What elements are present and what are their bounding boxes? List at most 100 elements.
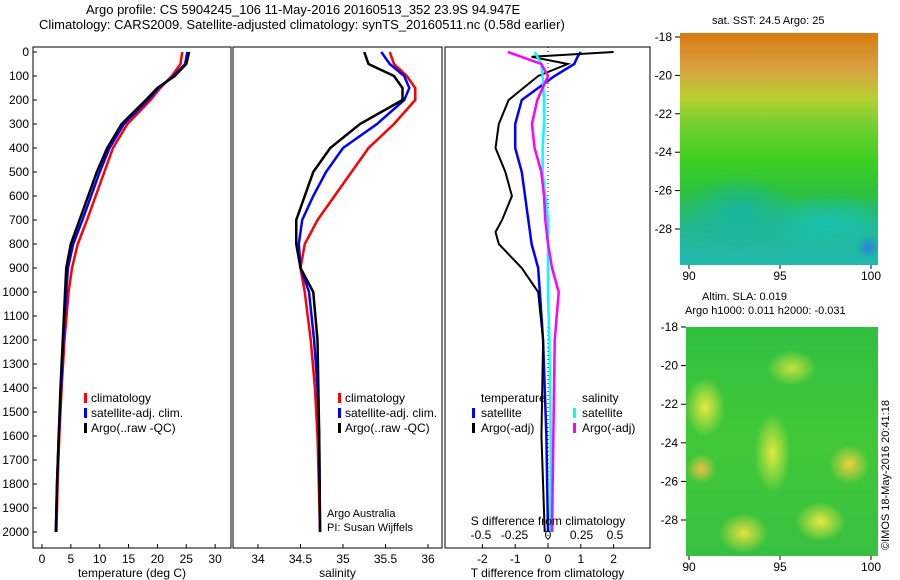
legend-label: satellite (582, 406, 623, 420)
legend-label: climatology (345, 391, 405, 405)
s-axis-label: S difference from climatology (471, 514, 626, 528)
panel-frame (232, 46, 443, 549)
y-tick-label: 700 (9, 213, 29, 227)
map-y-tick-label: -18 (661, 320, 679, 334)
y-tick-label: 2000 (2, 525, 29, 539)
y-tick-label: 900 (9, 261, 29, 275)
map-y-tick-label: -20 (661, 359, 679, 373)
map-y-tick-label: -22 (655, 107, 673, 121)
argo-australia: Argo Australia (327, 508, 396, 520)
map-x-tick-label: 100 (861, 560, 881, 574)
y-tick-label: 1700 (2, 453, 29, 467)
x-tick-label: 35.5 (374, 552, 398, 566)
x-tick-label: -1 (510, 552, 521, 566)
y-tick-label: 400 (9, 141, 29, 155)
sla-map (686, 327, 878, 556)
legend-label: satellite (481, 406, 522, 420)
s-tick-label: 0.5 (607, 528, 624, 542)
profile-line-argo-raw-qc- (295, 51, 404, 533)
map-y-tick-label: -20 (655, 68, 673, 82)
x-tick-label: 0 (545, 552, 552, 566)
x-tick-label: 30 (208, 552, 222, 566)
diff-line-t-satellite (513, 51, 582, 533)
y-tick-label: 1000 (2, 285, 29, 299)
x-tick-label: 34.5 (289, 552, 313, 566)
map-x-tick-label: 100 (861, 269, 881, 283)
map-x-tick-label: 95 (773, 560, 787, 574)
y-tick-label: 800 (9, 237, 29, 251)
map-y-tick-label: -28 (655, 222, 673, 236)
legend-label: satellite-adj. clim. (345, 406, 437, 420)
x-tick-label: 2 (610, 552, 617, 566)
legend-swatch (338, 408, 341, 418)
x-tick-label: 34 (251, 552, 265, 566)
x-tick-label: 20 (151, 552, 165, 566)
y-tick-label: 1400 (2, 381, 29, 395)
legend-swatch (472, 408, 475, 418)
y-tick-label: 1600 (2, 429, 29, 443)
title-line2: Climatology: CARS2009. Satellite-adjuste… (39, 17, 565, 32)
s-tick-label: 0.25 (570, 528, 594, 542)
map-y-tick-label: -22 (661, 397, 679, 411)
sst-map-title: sat. SST: 24.5 Argo: 25 (712, 15, 825, 27)
y-tick-label: 1100 (3, 309, 29, 323)
x-tick-label: 25 (180, 552, 194, 566)
s-tick-label: -0.5 (471, 528, 492, 542)
sla-map-title: Altim. SLA: 0.019 (702, 291, 787, 303)
map-y-tick-label: -26 (661, 474, 679, 488)
legend-label: Argo(-adj) (582, 421, 635, 435)
legend-label: satellite-adj. clim. (91, 406, 183, 420)
title-line1: Argo profile: CS 5904245_106 11-May-2016… (86, 2, 521, 17)
legend-swatch (573, 408, 576, 418)
legend-swatch (472, 423, 475, 433)
legend-swatch (338, 393, 341, 403)
y-tick-label: 200 (9, 93, 29, 107)
legend-label: Argo(..raw -QC) (345, 421, 430, 435)
panel-frame (32, 46, 232, 549)
sla-map-subtitle: Argo h1000: 0.011 h2000: -0.031 (685, 305, 846, 317)
legend-label: climatology (91, 391, 151, 405)
x-tick-label: 10 (93, 552, 107, 566)
map-y-tick-label: -24 (655, 145, 673, 159)
legend-swatch (84, 393, 87, 403)
legend-swatch (338, 423, 341, 433)
map-y-tick-label: -18 (655, 30, 673, 44)
x-tick-label: 36 (421, 552, 435, 566)
legend-title: salinity (582, 391, 619, 405)
map-y-tick-label: -28 (661, 513, 679, 527)
y-tick-label: 100 (9, 69, 29, 83)
map-x-tick-label: 95 (773, 269, 787, 283)
y-tick-label: 1200 (2, 333, 29, 347)
x-axis-label: salinity (319, 566, 356, 580)
y-tick-label: 300 (9, 117, 29, 131)
x-tick-label: 35 (336, 552, 350, 566)
legend-swatch (84, 408, 87, 418)
x-axis-label: T difference from climatology (471, 566, 625, 580)
map-y-tick-label: -26 (655, 184, 673, 198)
y-tick-label: 1800 (2, 477, 29, 491)
x-tick-label: 1 (577, 552, 584, 566)
legend-swatch (573, 423, 576, 433)
diff-line-t-argo-adj- (494, 51, 614, 533)
y-tick-label: 500 (9, 165, 29, 179)
s-tick-label: -0.25 (501, 528, 529, 542)
diff-line-s-satellite (533, 51, 552, 532)
map-x-tick-label: 90 (682, 560, 696, 574)
y-tick-label: 0 (22, 45, 29, 59)
diff-line-s-argo-adj- (507, 50, 560, 533)
map-x-tick-label: 90 (682, 269, 696, 283)
profile-line-satellite-adj-clim- (297, 51, 411, 533)
x-tick-label: 15 (122, 552, 136, 566)
sst-map (680, 33, 878, 265)
legend-label: Argo(-adj) (481, 421, 534, 435)
x-axis-label: temperature (deg C) (78, 566, 186, 580)
map-y-tick-label: -24 (661, 436, 679, 450)
y-tick-label: 1500 (2, 405, 29, 419)
profile-line-climatology (299, 51, 417, 533)
profile-line-argo-raw-qc- (54, 51, 191, 533)
legend-title: temperature (481, 391, 546, 405)
profile-line-climatology (55, 51, 184, 533)
x-tick-label: 0 (39, 552, 46, 566)
x-tick-label: -2 (477, 552, 488, 566)
